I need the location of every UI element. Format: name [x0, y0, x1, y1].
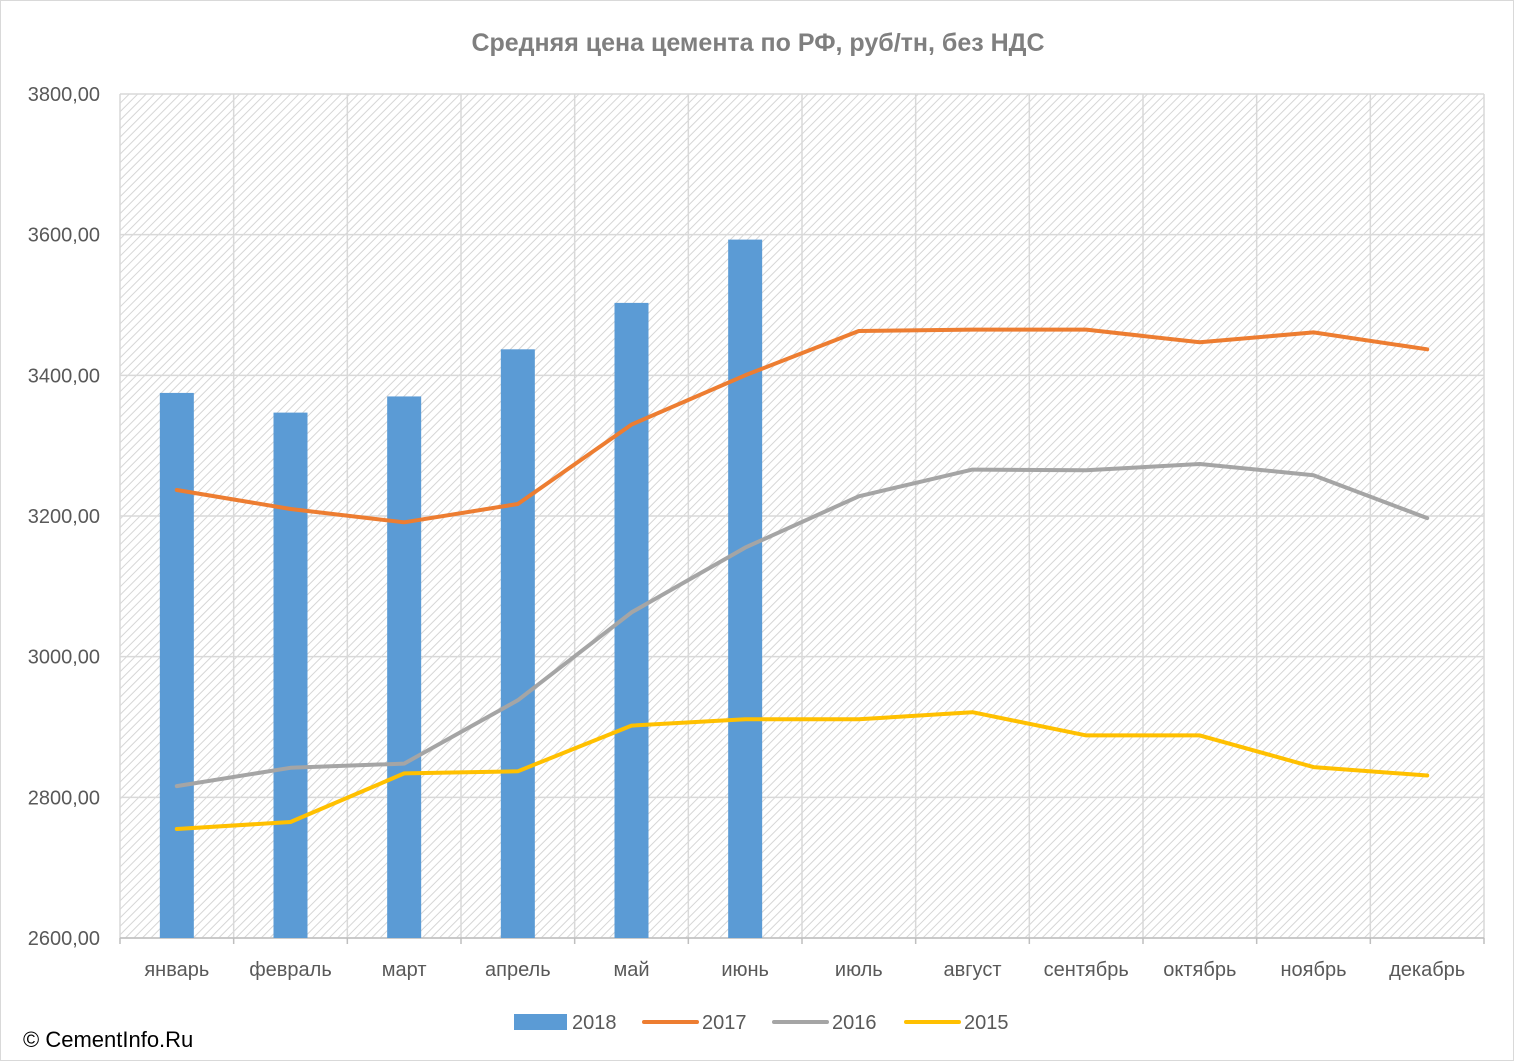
x-tick-label: июнь	[721, 959, 769, 981]
x-tick-label: февраль	[249, 959, 332, 981]
y-axis: 2600,00 2800,00 3000,00 3200,00 3400,00 3600,…	[28, 84, 100, 950]
legend: 2018 2017 2016 2015	[514, 1012, 1009, 1034]
chart-title: Средняя цена цемента по РФ, руб/тн, без …	[471, 29, 1044, 57]
legend-label-2018: 2018	[572, 1012, 617, 1034]
line-series	[174, 327, 1430, 831]
x-tick-label: январь	[144, 959, 209, 981]
y-tick-label: 3000,00	[28, 647, 100, 669]
x-tick-label: март	[382, 959, 427, 981]
legend-label-2017: 2017	[702, 1012, 747, 1034]
x-tick-label: апрель	[485, 959, 551, 981]
x-axis: январь февраль март апрель май июнь июль август…	[119, 937, 1485, 981]
bar-2018	[728, 239, 763, 939]
bar-2018	[387, 396, 422, 938]
y-tick-label: 3800,00	[28, 84, 100, 106]
copyright-text: © CementInfo.Ru	[23, 1027, 194, 1052]
line-2016	[174, 462, 1430, 789]
legend-swatch-2018	[514, 1014, 567, 1030]
x-tick-label: июль	[835, 959, 883, 981]
y-tick-label: 3200,00	[28, 506, 100, 528]
legend-label-2016: 2016	[832, 1012, 877, 1034]
x-tick-label: сентябрь	[1044, 959, 1129, 981]
y-tick-label: 3600,00	[28, 225, 100, 247]
x-tick-label: май	[613, 959, 649, 981]
legend-label-2015: 2015	[964, 1012, 1009, 1034]
line-2015	[174, 710, 1430, 831]
bar-2018	[159, 392, 194, 939]
x-tick-label: август	[944, 959, 1002, 981]
x-tick-label: декабрь	[1389, 959, 1465, 981]
bar-2018	[500, 349, 535, 938]
y-tick-label: 2600,00	[28, 928, 100, 950]
x-tick-label: октябрь	[1163, 959, 1236, 981]
y-tick-label: 3400,00	[28, 365, 100, 387]
x-tick-label: ноябрь	[1281, 959, 1347, 981]
y-tick-label: 2800,00	[28, 787, 100, 809]
bar-2018	[273, 412, 308, 938]
line-2017	[174, 327, 1430, 525]
